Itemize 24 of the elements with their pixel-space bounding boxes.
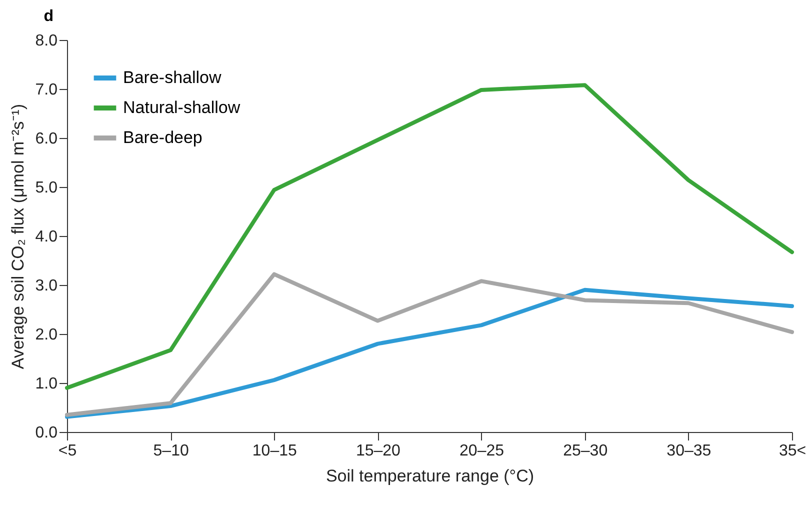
x-tick-label: 30–35: [666, 442, 712, 460]
legend-label: Bare-shallow: [123, 68, 222, 87]
x-tick-label: 5–10: [153, 442, 189, 460]
y-axis-title: Average soil CO₂ flux (μmol m⁻²s⁻¹): [8, 104, 28, 370]
y-tick-label: 1.0: [35, 376, 58, 392]
y-tick-label: 7.0: [35, 82, 58, 98]
x-axis-title: Soil temperature range (°C): [326, 466, 534, 486]
chart-title: d: [44, 8, 54, 25]
y-tick-label: 4.0: [35, 228, 58, 246]
x-tick-label: 10–15: [252, 442, 297, 460]
legend-label: Bare-deep: [123, 128, 202, 147]
y-tick-label: 5.0: [35, 180, 58, 196]
y-tick-label: 0.0: [35, 424, 58, 442]
x-tick-label: 25–30: [563, 442, 608, 460]
y-tick-label: 3.0: [35, 278, 58, 294]
line-series: [65, 83, 794, 390]
x-tick-label: 20–25: [460, 442, 504, 460]
x-tick-label: <5: [58, 442, 77, 460]
y-tick-label: 6.0: [35, 130, 58, 148]
x-tick-label: 15–20: [356, 442, 401, 460]
y-tick-label: 8.0: [35, 32, 58, 50]
y-tick-label: 2.0: [35, 326, 58, 344]
legend-label: Natural-shallow: [123, 98, 241, 117]
x-tick-label: 35<: [778, 442, 806, 460]
